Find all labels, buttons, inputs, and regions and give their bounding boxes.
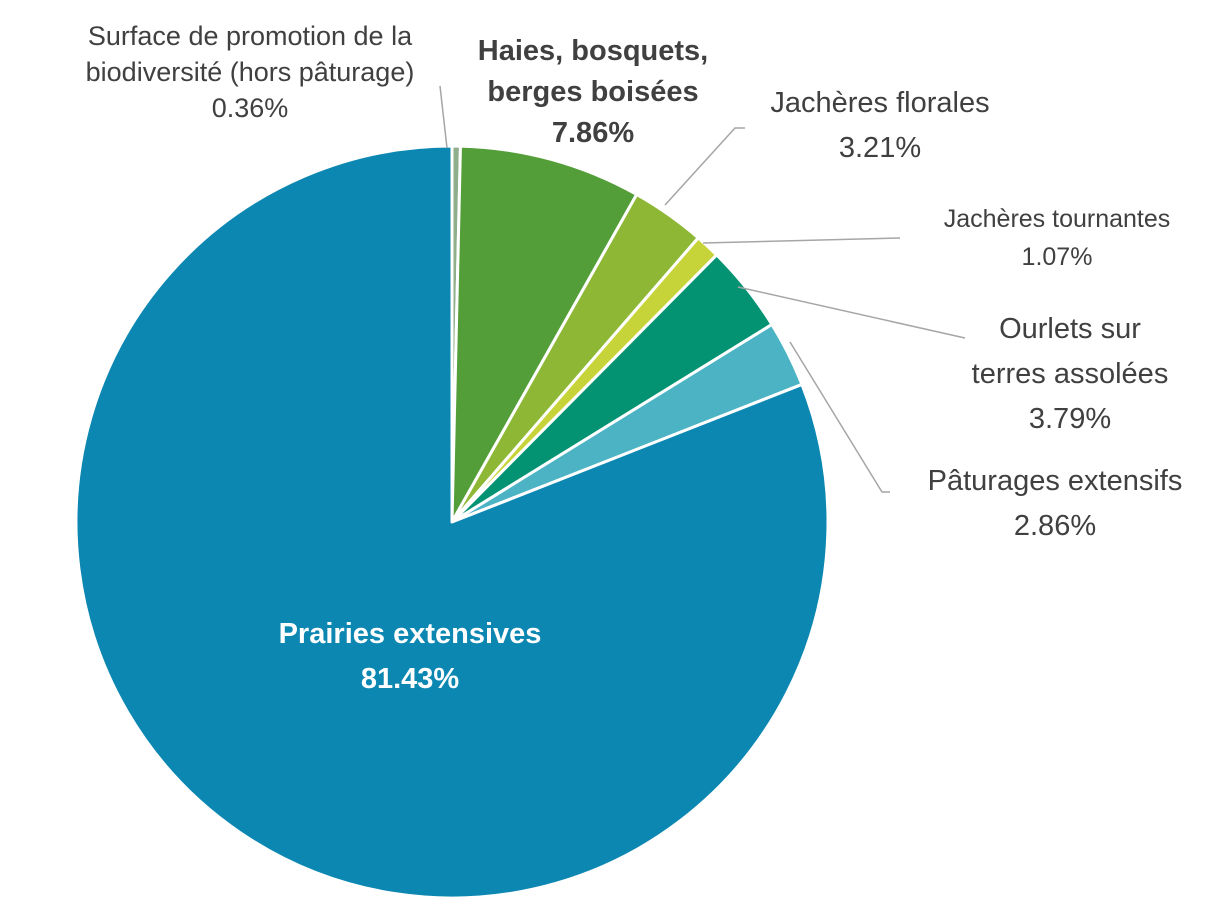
slice-value-ourlets-sur-terres-assolees: 3.79% (1029, 403, 1111, 435)
leader-line-surface-de-promotion-de-la-biodiversite-hors-paturage (439, 85, 448, 149)
slice-label-ourlets-sur-terres-assolees-line-2: terres assolées (972, 358, 1169, 390)
slice-label-jacheres-tournantes-line-1: Jachères tournantes (944, 205, 1171, 233)
slice-value-paturages-extensifs: 2.86% (1014, 510, 1096, 542)
slice-label-haies-bosquets-berges-boisees-line-1: Haies, bosquets, (478, 35, 708, 67)
pie-slice-haies-bosquets-berges-boisees (450, 144, 639, 524)
slice-value-surface-de-promotion-de-la-biodiversite-hors-paturage: 0.36% (212, 93, 289, 123)
slice-label-prairies-extensives-line-1: Prairies extensives (279, 618, 542, 650)
leader-lines (439, 85, 966, 493)
slice-label-jacheres-florales-line-1: Jachères florales (770, 87, 989, 119)
slice-label-surface-de-promotion-de-la-biodiversite-hors-paturage-line-2: biodiversité (hors pâturage) (86, 57, 415, 87)
pie-slices (74, 144, 830, 900)
leader-line-jacheres-tournantes (702, 237, 901, 244)
slice-label-paturages-extensifs-line-1: Pâturages extensifs (928, 465, 1183, 497)
slice-label-ourlets-sur-terres-assolees-line-1: Ourlets sur (999, 313, 1141, 345)
slice-label-haies-bosquets-berges-boisees-line-2: berges boisées (487, 76, 698, 108)
leader-line-paturages-extensifs (789, 341, 890, 493)
pie-slice-prairies-extensives (74, 144, 830, 900)
leader-line-jacheres-florales (664, 127, 745, 206)
slice-label-surface-de-promotion-de-la-biodiversite-hors-paturage-line-1: Surface de promotion de la (88, 21, 413, 51)
slice-value-jacheres-tournantes: 1.07% (1022, 243, 1093, 271)
slice-value-jacheres-florales: 3.21% (839, 132, 921, 164)
slice-labels: Surface de promotion de la biodiversité (… (86, 21, 1183, 695)
slice-value-prairies-extensives: 81.43% (361, 663, 460, 695)
slice-value-haies-bosquets-berges-boisees: 7.86% (552, 117, 634, 149)
leader-line-ourlets-sur-terres-assolees (737, 286, 966, 339)
